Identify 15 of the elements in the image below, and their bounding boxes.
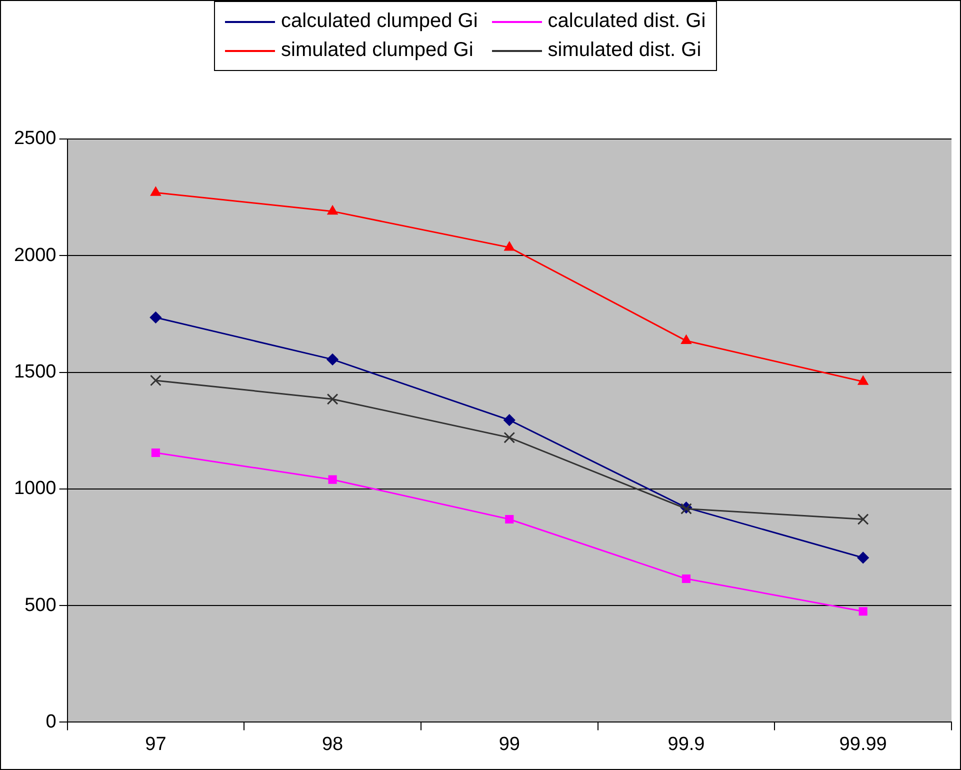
legend-label: simulated clumped Gi bbox=[281, 39, 474, 62]
legend-label: calculated clumped Gi bbox=[281, 10, 478, 33]
legend-label: simulated dist. Gi bbox=[548, 39, 702, 62]
y-tick-label: 1500 bbox=[14, 362, 56, 383]
y-tick-label: 2500 bbox=[14, 128, 56, 150]
x-tick-label: 99 bbox=[498, 734, 520, 755]
x-tick-label: 99.99 bbox=[839, 734, 887, 755]
x-tick-label: 97 bbox=[145, 734, 166, 755]
x-tick-label: 98 bbox=[322, 734, 344, 755]
legend-label: calculated dist. Gi bbox=[548, 10, 706, 33]
x-tick-label: 99.9 bbox=[668, 734, 705, 755]
y-tick-label: 1000 bbox=[14, 478, 56, 500]
y-tick-label: 2000 bbox=[14, 244, 56, 266]
y-tick-label: 500 bbox=[24, 594, 56, 616]
y-tick-label: 0 bbox=[46, 711, 56, 732]
